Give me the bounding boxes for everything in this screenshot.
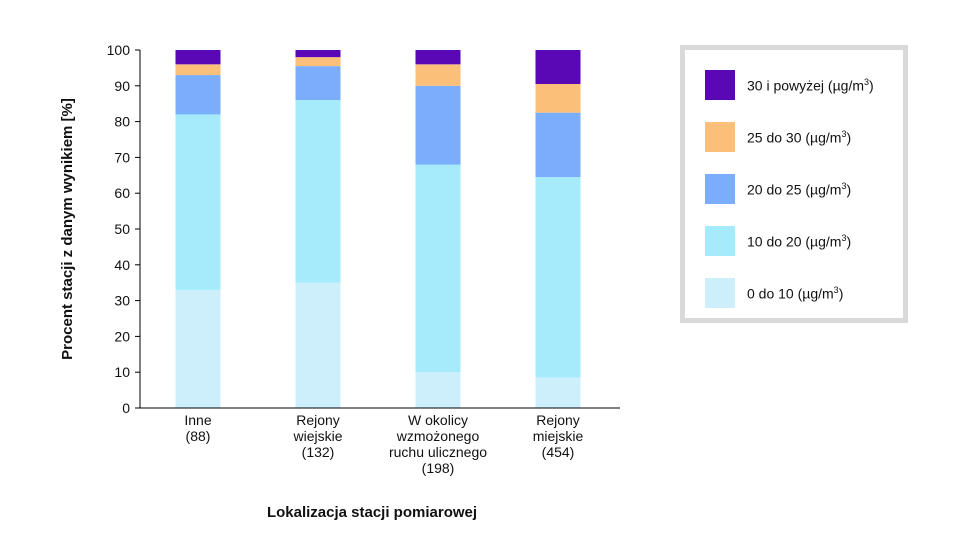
legend-item: 20 do 25 (µg/m3) xyxy=(705,174,851,204)
bar-segment xyxy=(535,50,581,85)
legend-swatch xyxy=(705,278,735,308)
bar-segment xyxy=(415,64,461,86)
x-axis: Inne (88) Rejony wiejskie (132) W okolicy wzmo… xyxy=(140,407,620,476)
x-category-label: Rejony miejskie (454) xyxy=(533,412,584,460)
legend-item: 30 i powyżej (µg/m3) xyxy=(705,70,874,100)
bar-segment xyxy=(175,114,221,290)
y-tick-label: 50 xyxy=(114,221,130,237)
bar-segment xyxy=(175,64,221,76)
legend-label: 10 do 20 (µg/m3) xyxy=(747,232,852,250)
y-tick-label: 100 xyxy=(107,42,131,58)
legend-label: 0 do 10 (µg/m3) xyxy=(747,284,844,302)
bar-segment xyxy=(175,289,221,408)
y-tick-label: 10 xyxy=(114,364,130,380)
y-tick-label: 70 xyxy=(114,149,130,165)
legend-item: 0 do 10 (µg/m3) xyxy=(705,278,843,308)
y-tick-label: 0 xyxy=(122,400,130,416)
bar-segment xyxy=(295,57,341,67)
legend-item: 25 do 30 (µg/m3) xyxy=(705,122,851,152)
legend-label: 25 do 30 (µg/m3) xyxy=(747,128,852,146)
legend-swatch xyxy=(705,226,735,256)
legend-swatch xyxy=(705,70,735,100)
bar-segment xyxy=(415,50,461,65)
bar-segment xyxy=(295,50,341,58)
bar-segment xyxy=(415,164,461,373)
bar-segment xyxy=(535,177,581,378)
bar-segment xyxy=(415,372,461,408)
legend-swatch xyxy=(705,122,735,152)
legend: 30 i powyżej (µg/m3) 25 do 30 (µg/m3) 20 d… xyxy=(680,45,908,323)
y-axis-title: Procent stacji z danym wynikiem [%] xyxy=(59,98,76,360)
x-axis-title: Lokalizacja stacji pomiarowej xyxy=(267,504,477,521)
y-axis: 0 10 20 30 40 50 60 70 80 90 100 xyxy=(107,42,141,416)
bar-segment xyxy=(535,84,581,113)
legend-swatch xyxy=(705,174,735,204)
bar-segment xyxy=(535,377,581,408)
x-category-label: W okolicy wzmożonego ruchu ulicznego (198) xyxy=(389,412,487,476)
bar-segment xyxy=(295,282,341,408)
y-tick-label: 80 xyxy=(114,114,130,130)
bar-segment xyxy=(175,75,221,115)
legend-item: 10 do 20 (µg/m3) xyxy=(705,226,851,256)
y-tick-label: 40 xyxy=(114,257,130,273)
y-tick-label: 20 xyxy=(114,328,130,344)
legend-label: 30 i powyżej (µg/m3) xyxy=(747,76,874,94)
y-tick-label: 90 xyxy=(114,78,130,94)
legend-label: 20 do 25 (µg/m3) xyxy=(747,180,852,198)
bar-segment xyxy=(175,50,221,65)
bar-segment xyxy=(415,85,461,165)
x-category-label: Inne (88) xyxy=(184,412,211,444)
x-category-label: Rejony wiejskie (132) xyxy=(292,412,342,460)
bar-segment xyxy=(295,66,341,101)
bars xyxy=(175,50,581,408)
y-tick-label: 30 xyxy=(114,293,130,309)
bar-segment xyxy=(295,100,341,283)
y-tick-label: 60 xyxy=(114,185,130,201)
bar-segment xyxy=(535,112,581,178)
